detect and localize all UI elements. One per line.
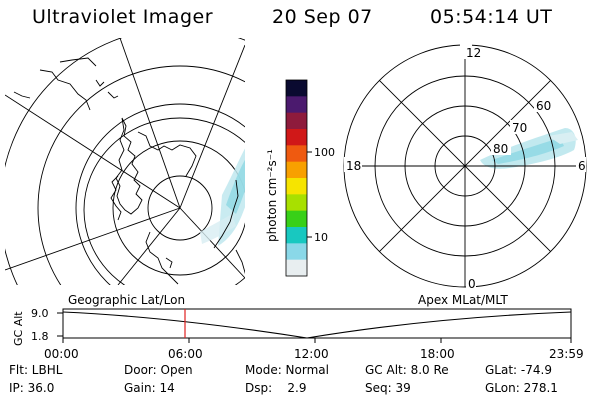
x-tick-00-00: 00:00 bbox=[44, 347, 79, 361]
lat-label-60: 60 bbox=[536, 99, 551, 113]
colorbar-tick-label-100: 100 bbox=[314, 146, 335, 159]
field-of-view-outline bbox=[83, 117, 245, 285]
colorbar-segment bbox=[286, 210, 307, 228]
geographic-map bbox=[5, 38, 245, 285]
y-tick-1-8: 1.8 bbox=[31, 330, 49, 343]
date-label: 20 Sep 07 bbox=[272, 6, 373, 28]
auroral-emission-mlt bbox=[480, 128, 578, 169]
polar-grid bbox=[343, 44, 587, 288]
info-door: Door: Open bbox=[124, 363, 193, 377]
x-tick-23-59: 23:59 bbox=[549, 347, 584, 361]
timeline-frame bbox=[62, 308, 572, 339]
colorbar-segment bbox=[286, 145, 307, 163]
info-glon: GLon: 278.1 bbox=[485, 381, 558, 395]
mlt-label-left: 18 bbox=[346, 159, 361, 173]
lat-label-80: 80 bbox=[493, 142, 508, 156]
time-label: 05:54:14 UT bbox=[430, 6, 553, 28]
colorbar-segment bbox=[286, 243, 307, 261]
colorbar-segment bbox=[286, 80, 307, 97]
info-mode: Mode: Normal bbox=[245, 363, 329, 377]
x-tick-12-00: 12:00 bbox=[294, 347, 329, 361]
info-seq: Seq: 39 bbox=[365, 381, 411, 395]
magnetic-polar-plot: 12 0 18 6 60 70 80 bbox=[343, 44, 587, 291]
colorbar-segment bbox=[286, 178, 307, 195]
colorbar-unit-label: photon cm⁻²s⁻¹ bbox=[265, 149, 279, 242]
x-tick-18-00: 18:00 bbox=[420, 347, 455, 361]
colorbar-segment bbox=[286, 194, 307, 212]
x-tick-06-00: 06:00 bbox=[168, 347, 203, 361]
auroral-emission bbox=[200, 140, 245, 246]
colorbar-segment bbox=[286, 96, 307, 114]
timeline-ylabel: GC Alt bbox=[12, 311, 25, 346]
mlt-label-right: 6 bbox=[578, 159, 586, 173]
mlt-label-bottom: 0 bbox=[468, 277, 476, 291]
coastlines bbox=[13, 57, 245, 285]
altitude-curve bbox=[62, 311, 572, 339]
y-tick-9: 9.0 bbox=[31, 307, 49, 320]
info-gain: Gain: 14 bbox=[124, 381, 175, 395]
info-dsp: Dsp: 2.9 bbox=[245, 381, 307, 395]
mlt-label-top: 12 bbox=[466, 46, 481, 60]
colorbar-segment bbox=[286, 227, 307, 244]
colorbar-segment bbox=[286, 112, 307, 130]
colorbar-segment bbox=[286, 161, 307, 179]
info-ip: IP: 36.0 bbox=[9, 381, 55, 395]
info-glat: GLat: -74.9 bbox=[485, 363, 552, 377]
info-filter: Flt: LBHL bbox=[9, 363, 63, 377]
info-gc-alt: GC Alt: 8.0 Re bbox=[365, 363, 449, 377]
colorbar-segment bbox=[286, 259, 307, 277]
lat-label-70: 70 bbox=[512, 121, 527, 135]
colorbar: 100 10 photon cm⁻²s⁻¹ bbox=[265, 79, 335, 277]
colorbar-tick-label-10: 10 bbox=[314, 231, 328, 244]
right-map-label: Apex MLat/MLT bbox=[418, 293, 508, 307]
left-map-label: Geographic Lat/Lon bbox=[68, 293, 185, 307]
colorbar-segment bbox=[286, 129, 307, 146]
timeline-plot: Geographic Lat/Lon Apex MLat/MLT GC Alt … bbox=[12, 293, 584, 361]
instrument-title: Ultraviolet Imager bbox=[32, 6, 214, 28]
